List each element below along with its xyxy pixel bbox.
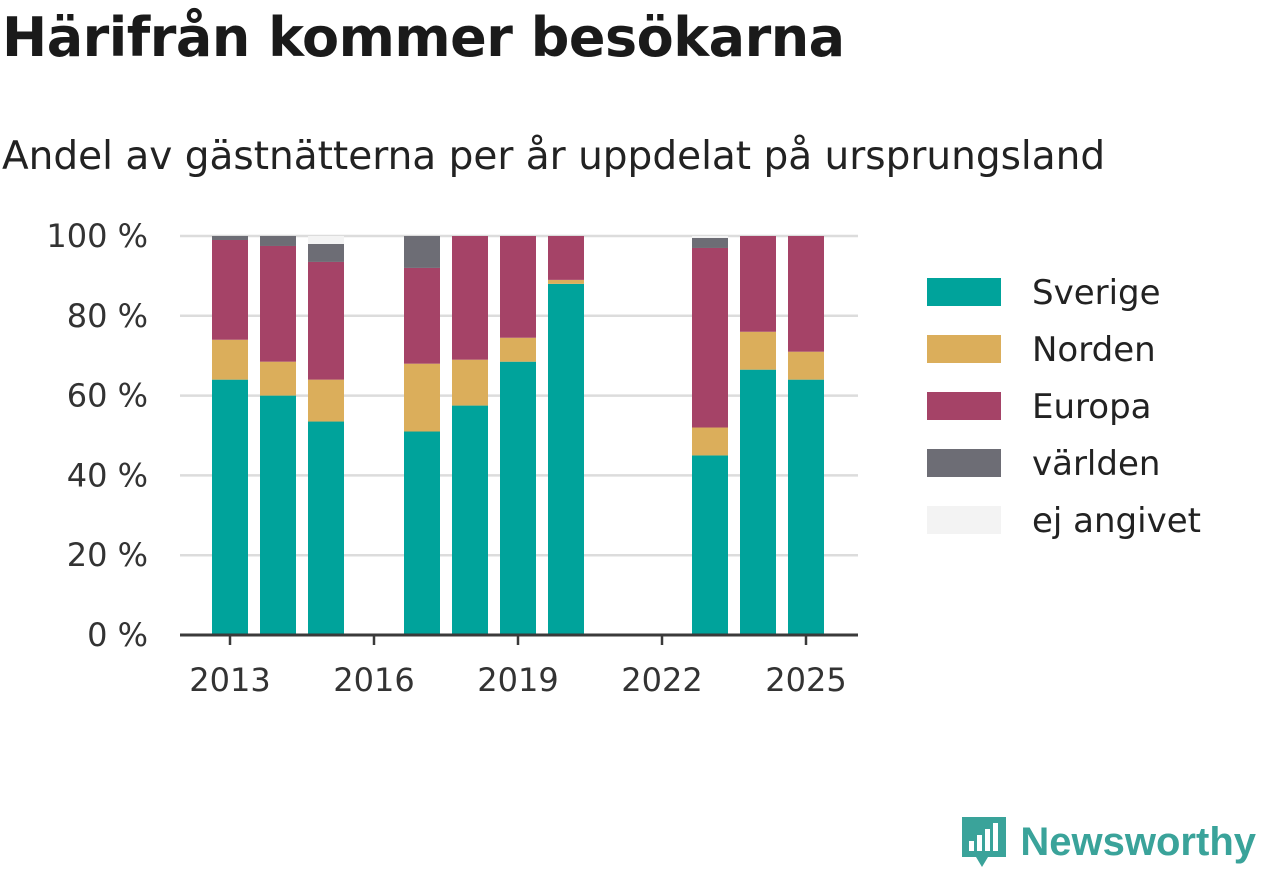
bar-segment (692, 236, 728, 238)
bar-segment (692, 427, 728, 456)
bar-segment (452, 236, 488, 360)
x-tick-label: 2013 (189, 661, 270, 699)
bar-segment (452, 359, 488, 406)
bar-segment (548, 283, 584, 635)
y-tick-label: 60 % (67, 377, 148, 415)
bars (212, 236, 824, 635)
bar-segment (308, 236, 344, 244)
legend-swatch (927, 335, 1001, 363)
x-tick-label: 2016 (333, 661, 414, 699)
brand-name: Newsworthy (1020, 819, 1256, 864)
bar-segment (788, 379, 824, 635)
legend-swatch (927, 449, 1001, 477)
bar-segment (692, 247, 728, 428)
bar-segment (788, 236, 824, 352)
bar-segment (308, 421, 344, 635)
chart-subtitle: Andel av gästnätterna per år uppdelat på… (2, 134, 1106, 179)
legend-label: Sverige (1032, 273, 1161, 313)
bar-segment (260, 361, 296, 396)
bar-segment (212, 236, 248, 240)
bar-segment (308, 243, 344, 262)
legend-swatch (927, 392, 1001, 420)
bar-segment (452, 405, 488, 635)
legend-swatch (927, 506, 1001, 534)
legend: Sverige Norden Europa världen ej angivet (927, 273, 1201, 541)
bar-segment (500, 361, 536, 635)
bar-segment (740, 369, 776, 635)
legend-label: ej angivet (1032, 501, 1201, 541)
bar-segment (404, 236, 440, 268)
bar-segment (788, 351, 824, 380)
legend-swatch (927, 278, 1001, 306)
y-tick-label: 40 % (67, 456, 148, 494)
x-axis: 2013 2016 2019 2022 2025 (180, 633, 858, 699)
brand-logo: Newsworthy (958, 813, 1256, 871)
legend-label: Norden (1032, 330, 1156, 370)
bar-segment (260, 395, 296, 635)
y-axis: 0 % 20 % 40 % 60 % 80 % 100 % (46, 217, 148, 654)
y-tick-label: 100 % (46, 217, 148, 255)
bar-segment (404, 363, 440, 432)
newsworthy-logo-icon (962, 817, 1007, 867)
y-tick-label: 0 % (87, 616, 148, 654)
y-tick-label: 80 % (67, 297, 148, 335)
y-tick-label: 20 % (67, 536, 148, 574)
bar-segment (740, 236, 776, 332)
bar-segment (404, 267, 440, 364)
bar-segment (692, 455, 728, 635)
chart-title: Härifrån kommer besökarna (2, 6, 845, 69)
bar-segment (548, 279, 584, 284)
bar-segment (212, 239, 248, 340)
bar-segment (308, 261, 344, 380)
legend-label: Europa (1032, 387, 1151, 427)
x-tick-label: 2019 (477, 661, 558, 699)
bar-segment (692, 237, 728, 248)
x-tick-label: 2025 (765, 661, 846, 699)
x-tick-label: 2022 (621, 661, 702, 699)
bar-segment (260, 245, 296, 362)
bar-segment (500, 337, 536, 362)
bar-segment (308, 379, 344, 422)
bar-segment (404, 431, 440, 635)
legend-label: världen (1032, 444, 1160, 484)
bar-segment (212, 339, 248, 380)
bar-segment (212, 379, 248, 635)
bar-segment (260, 236, 296, 246)
bar-segment (500, 236, 536, 338)
bar-segment (548, 236, 584, 280)
bar-segment (740, 331, 776, 370)
